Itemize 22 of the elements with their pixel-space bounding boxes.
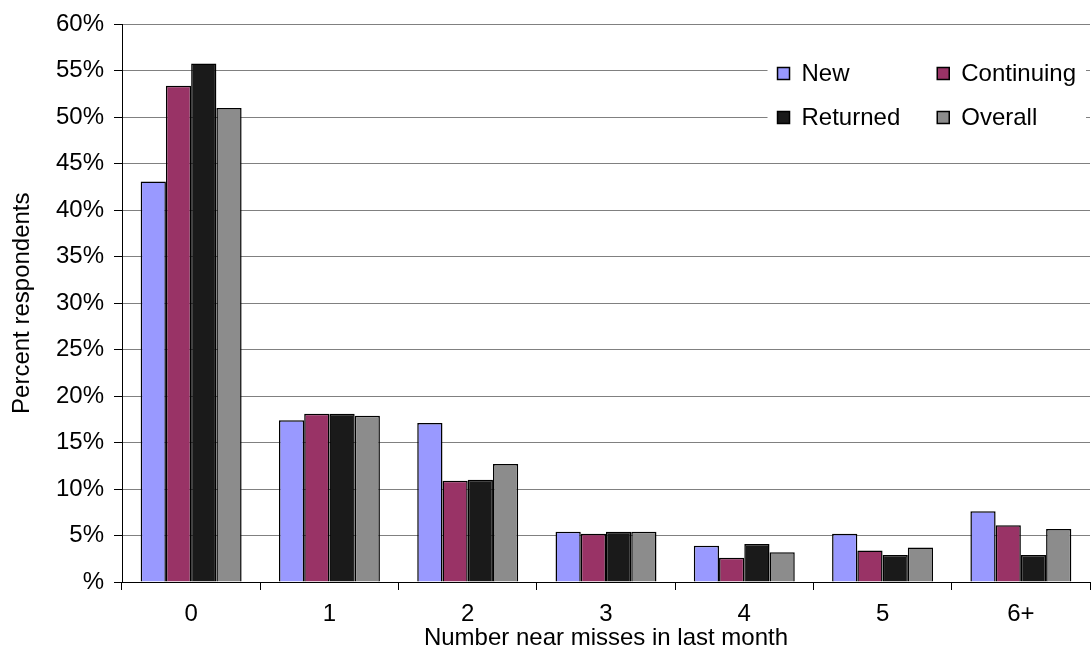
x-tick-label: 5 [875, 599, 890, 627]
x-tick-label: 6+ [1007, 599, 1035, 627]
y-tick-label: % [82, 566, 104, 594]
legend-label: Overall [961, 103, 1038, 131]
y-tick-label: 30% [55, 287, 104, 315]
y-tick-label: 55% [55, 55, 104, 83]
x-tick-label: 0 [184, 599, 198, 627]
y-axis-title: Percent respondents [7, 192, 35, 414]
legend-label: Returned [801, 103, 901, 131]
y-tick-label: 45% [55, 148, 104, 176]
legend-label: New [801, 59, 851, 87]
y-tick-label: 25% [55, 334, 104, 362]
x-tick-label: 1 [322, 599, 337, 627]
y-tick-label: 5% [69, 520, 104, 548]
legend-label: Continuing [961, 59, 1076, 87]
y-tick-label: 20% [55, 380, 104, 408]
y-tick-label: 10% [55, 473, 104, 501]
y-tick-label: 40% [55, 194, 104, 222]
y-tick-label: 15% [55, 427, 104, 455]
y-tick-label: 60% [55, 9, 104, 37]
y-tick-label: 50% [55, 101, 104, 129]
y-tick-label: 35% [55, 241, 104, 269]
